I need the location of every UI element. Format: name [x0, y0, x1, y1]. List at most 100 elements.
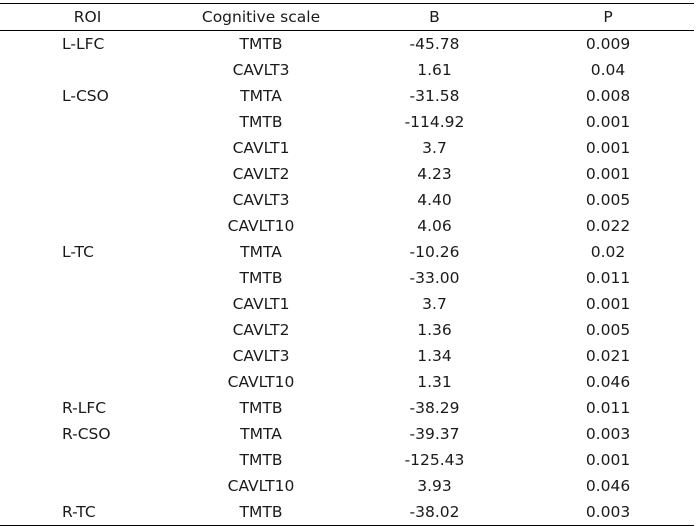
b-value-cell: 3.93 — [417, 477, 452, 495]
b-value-cell: 4.06 — [417, 217, 452, 235]
b-value-cell: -45.78 — [409, 35, 460, 53]
p-value-cell: 0.001 — [585, 113, 631, 131]
b-value-cell: -38.02 — [347, 499, 522, 526]
table-row: L-LFC TMTB -45.78 0.009 — [0, 31, 694, 58]
cognitive-scale-cell: CAVLT3 — [232, 347, 290, 365]
header-p: P — [522, 3, 694, 31]
p-value-cell: 0.008 — [585, 87, 631, 105]
p-value-cell: 0.005 — [585, 191, 631, 209]
p-value-cell: 0.046 — [585, 373, 631, 391]
b-value-cell: -114.92 — [404, 113, 465, 131]
p-value-cell: 0.011 — [585, 269, 631, 287]
b-value-cell: -31.58 — [409, 87, 460, 105]
table-row: CAVLT10 3.93 0.046 — [0, 473, 694, 499]
header-row: ROI Cognitive scale B P — [0, 3, 694, 31]
roi-cell — [0, 109, 175, 135]
cognitive-scale-cell: TMTB — [239, 269, 283, 287]
b-value-cell: -39.37 — [409, 425, 460, 443]
roi-cell — [0, 317, 175, 343]
b-value-cell: 4.23 — [417, 165, 452, 183]
p-value-cell: 0.046 — [585, 477, 631, 495]
header-b: B — [347, 3, 522, 31]
table-row: R-CSO TMTA -39.37 0.003 — [0, 421, 694, 447]
p-value-cell: 0.021 — [585, 347, 631, 365]
table-row: CAVLT2 4.23 0.001 — [0, 161, 694, 187]
table-body: L-LFC TMTB -45.78 0.009 CAVLT3 1.61 0.04 L-CSO T… — [0, 31, 694, 526]
table-row: CAVLT10 4.06 0.022 — [0, 213, 694, 239]
b-value-cell: -33.00 — [409, 269, 460, 287]
roi-cell — [0, 265, 175, 291]
cognitive-scale-cell: TMTB — [239, 113, 283, 131]
roi-cell — [0, 57, 175, 83]
table-row: CAVLT2 1.36 0.005 — [0, 317, 694, 343]
table-row: CAVLT1 3.7 0.001 — [0, 291, 694, 317]
cognitive-scale-cell: TMTB — [175, 499, 347, 526]
roi-cell — [0, 369, 175, 395]
b-value-cell: 1.36 — [417, 321, 452, 339]
cognitive-scale-cell: TMTB — [239, 399, 283, 417]
p-value-cell: 0.009 — [585, 35, 631, 53]
cognitive-scale-cell: CAVLT3 — [232, 191, 290, 209]
p-value-cell: 0.003 — [522, 499, 694, 526]
p-value-cell: 0.003 — [585, 425, 631, 443]
cognitive-scale-cell: CAVLT3 — [232, 61, 290, 79]
cognitive-scale-cell: CAVLT2 — [232, 165, 290, 183]
b-value-cell: 1.31 — [417, 373, 452, 391]
roi-cell: R-CSO — [62, 425, 111, 443]
b-value-cell: 1.34 — [417, 347, 452, 365]
p-value-cell: 0.022 — [585, 217, 631, 235]
roi-cell — [0, 447, 175, 473]
cognitive-scale-cell: CAVLT2 — [232, 321, 290, 339]
b-value-cell: 1.61 — [417, 61, 452, 79]
header-cognitive-scale: Cognitive scale — [175, 3, 347, 31]
b-value-cell: -125.43 — [404, 451, 465, 469]
roi-cell: R-LFC — [62, 399, 107, 417]
roi-cell — [0, 213, 175, 239]
table-row: L-CSO TMTA -31.58 0.008 — [0, 83, 694, 109]
cognitive-scale-cell: CAVLT1 — [232, 139, 290, 157]
header-roi: ROI — [0, 3, 175, 31]
cognitive-scale-cell: TMTB — [239, 451, 283, 469]
table-row: CAVLT3 4.40 0.005 — [0, 187, 694, 213]
table-row: CAVLT3 1.34 0.021 — [0, 343, 694, 369]
table-header: ROI Cognitive scale B P — [0, 3, 694, 31]
b-value-cell: 3.7 — [422, 139, 447, 157]
p-value-cell: 0.001 — [585, 139, 631, 157]
b-value-cell: -38.29 — [409, 399, 460, 417]
table-row: L-TC TMTA -10.26 0.02 — [0, 239, 694, 265]
cognitive-scale-cell: CAVLT10 — [227, 477, 295, 495]
cognitive-scale-cell: TMTA — [240, 243, 282, 261]
table-row: TMTB -125.43 0.001 — [0, 447, 694, 473]
p-value-cell: 0.04 — [590, 61, 626, 79]
p-value-cell: 0.011 — [585, 399, 631, 417]
roi-regression-table: ROI Cognitive scale B P L-LFC TMTB -45.78 0… — [0, 3, 694, 526]
roi-cell: L-LFC — [62, 35, 105, 53]
b-value-cell: 3.7 — [422, 295, 447, 313]
roi-cell — [0, 343, 175, 369]
p-value-cell: 0.005 — [585, 321, 631, 339]
cognitive-scale-cell: TMTA — [240, 87, 282, 105]
table-row: TMTB -114.92 0.001 — [0, 109, 694, 135]
roi-cell — [0, 187, 175, 213]
roi-cell — [0, 291, 175, 317]
p-value-cell: 0.001 — [585, 165, 631, 183]
cognitive-scale-cell: TMTA — [240, 425, 282, 443]
roi-cell: L-TC — [62, 243, 94, 261]
roi-cell — [0, 161, 175, 187]
roi-cell — [0, 473, 175, 499]
table-row: R-TC TMTB -38.02 0.003 — [0, 499, 694, 526]
p-value-cell: 0.001 — [585, 451, 631, 469]
cognitive-scale-cell: CAVLT1 — [232, 295, 290, 313]
roi-cell: L-CSO — [62, 87, 109, 105]
b-value-cell: -10.26 — [409, 243, 460, 261]
cognitive-scale-cell: CAVLT10 — [227, 373, 295, 391]
table-row: R-LFC TMTB -38.29 0.011 — [0, 395, 694, 421]
roi-cell — [0, 135, 175, 161]
table-row: TMTB -33.00 0.011 — [0, 265, 694, 291]
table-row: CAVLT3 1.61 0.04 — [0, 57, 694, 83]
p-value-cell: 0.02 — [590, 243, 626, 261]
table-row: CAVLT1 3.7 0.001 — [0, 135, 694, 161]
b-value-cell: 4.40 — [417, 191, 452, 209]
roi-cell: R-TC — [0, 499, 175, 526]
